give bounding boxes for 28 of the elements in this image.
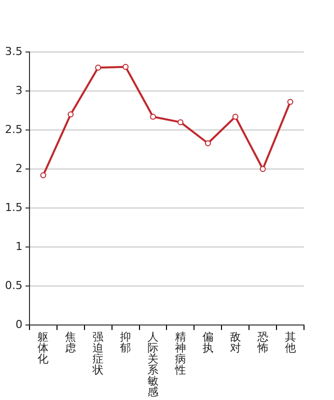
x-tick-label: 其他 — [284, 330, 296, 354]
x-tick-label: 恐怖 — [256, 330, 268, 354]
point — [204, 140, 211, 146]
point — [95, 64, 102, 71]
x-tick-label: 人际关系敏感 — [148, 330, 159, 398]
y-tick-label: 1 — [15, 240, 22, 253]
point — [260, 166, 266, 172]
y-tick-label: 0 — [15, 318, 22, 331]
x-tick-label: 偏执 — [202, 330, 214, 354]
x-tick-label: 精神病性 — [174, 330, 186, 376]
point — [287, 98, 294, 105]
x-tick-label: 躯体化 — [38, 330, 49, 366]
point — [232, 114, 238, 120]
y-tick-label: 3 — [15, 84, 22, 97]
point — [122, 64, 129, 70]
y-tick-label: 0.5 — [4, 278, 22, 292]
y-tick-label: 2.5 — [4, 122, 22, 136]
x-tick-label: 强迫症状 — [92, 330, 104, 376]
x-tick-label: 焦虑 — [65, 330, 76, 354]
point — [68, 111, 74, 118]
x-tick-label: 抑郁 — [120, 330, 132, 354]
point — [177, 119, 184, 126]
point — [150, 114, 156, 120]
y-tick-label: 1.5 — [4, 200, 22, 214]
point — [40, 172, 46, 178]
y-tick-label: 3.5 — [4, 44, 22, 58]
y-tick-label: 2 — [15, 162, 22, 175]
x-tick-label: 敌对 — [230, 330, 241, 354]
